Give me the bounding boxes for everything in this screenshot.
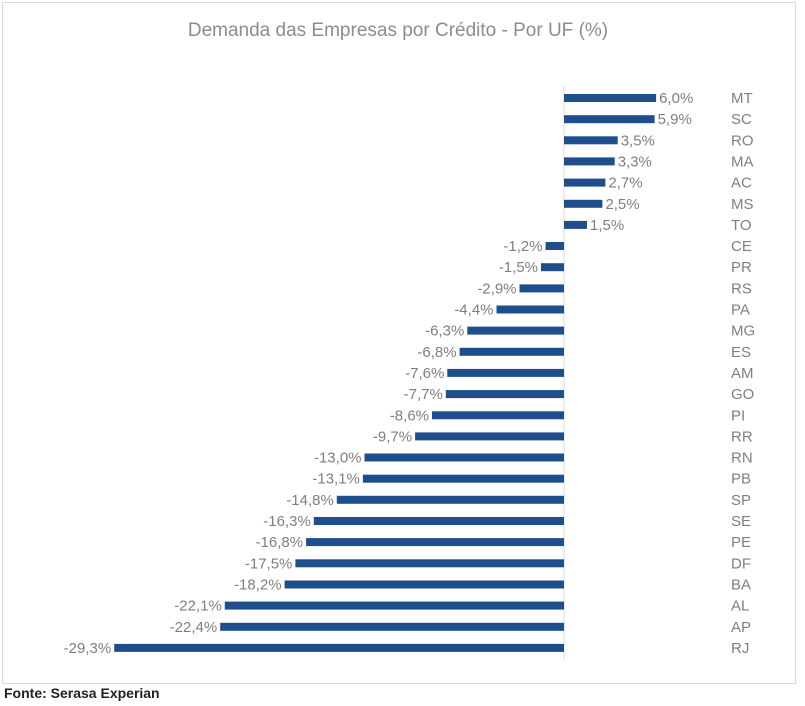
- category-label-ba: BA: [731, 577, 751, 594]
- category-label-se: SE: [731, 513, 751, 530]
- category-label-ap: AP: [731, 619, 751, 636]
- value-label-rn: -13,0%: [314, 450, 362, 467]
- bar-ap: [220, 622, 564, 631]
- bar-ma: [564, 157, 615, 166]
- value-label-ap: -22,4%: [170, 619, 218, 636]
- value-label-se: -16,3%: [263, 513, 311, 530]
- category-label-rn: RN: [731, 450, 753, 467]
- value-label-ma: 3,3%: [618, 153, 652, 170]
- value-label-rj: -29,3%: [64, 640, 112, 657]
- source-note: Fonte: Serasa Experian: [4, 685, 160, 701]
- category-label-pa: PA: [731, 302, 750, 319]
- category-label-ma: MA: [731, 153, 754, 170]
- category-label-pr: PR: [731, 259, 752, 276]
- bar-rn: [364, 453, 564, 462]
- value-label-al: -22,1%: [174, 598, 222, 615]
- category-label-es: ES: [731, 344, 751, 361]
- bar-pa: [496, 305, 564, 314]
- value-label-pr: -1,5%: [499, 259, 538, 276]
- value-label-am: -7,6%: [405, 365, 444, 382]
- value-label-mt: 6,0%: [659, 90, 693, 107]
- value-label-df: -17,5%: [245, 555, 293, 572]
- category-label-ro: RO: [731, 132, 754, 149]
- chart-title: Demanda das Empresas por Crédito - Por U…: [187, 20, 609, 41]
- value-label-ro: 3,5%: [621, 132, 655, 149]
- category-label-rj: RJ: [731, 640, 749, 657]
- value-label-pe: -16,8%: [256, 534, 304, 551]
- bar-rj: [114, 643, 564, 652]
- bar-es: [459, 347, 564, 356]
- category-label-to: TO: [731, 217, 752, 234]
- bar-to: [564, 220, 587, 229]
- value-label-to: 1,5%: [590, 217, 624, 234]
- bar-mg: [467, 326, 564, 335]
- bar-pi: [432, 411, 564, 420]
- value-label-mg: -6,3%: [425, 323, 464, 340]
- bar-rs: [519, 284, 564, 293]
- value-label-ba: -18,2%: [234, 577, 282, 594]
- value-label-rs: -2,9%: [477, 280, 516, 297]
- bar-pr: [541, 263, 564, 272]
- bar-df: [295, 559, 564, 568]
- bar-go: [445, 390, 564, 399]
- category-label-pi: PI: [731, 407, 745, 424]
- category-label-sc: SC: [731, 111, 752, 128]
- value-label-es: -6,8%: [417, 344, 456, 361]
- category-label-sp: SP: [731, 492, 751, 509]
- bar-mt: [564, 94, 657, 102]
- value-label-pa: -4,4%: [454, 302, 493, 319]
- value-label-rr: -9,7%: [373, 428, 412, 445]
- value-label-go: -7,7%: [404, 386, 443, 403]
- bar-sc: [564, 115, 655, 124]
- bar-rr: [415, 432, 564, 441]
- value-label-pi: -8,6%: [390, 407, 429, 424]
- category-label-go: GO: [731, 386, 754, 403]
- bar-pe: [306, 538, 564, 547]
- value-label-sc: 5,9%: [658, 111, 692, 128]
- bar-se: [313, 517, 564, 525]
- bar-ba: [284, 580, 564, 589]
- value-label-ac: 2,7%: [608, 175, 642, 192]
- bar-ro: [564, 136, 618, 145]
- bar-ms: [564, 199, 603, 208]
- category-label-df: DF: [731, 555, 751, 572]
- chart-frame: [2, 2, 796, 684]
- bar-al: [224, 601, 565, 610]
- bar-ac: [564, 178, 606, 187]
- value-label-pb: -13,1%: [312, 471, 360, 488]
- bar-chart: 6,0% MT 5,9% SC 3,5% RO 3,3% MA 2,7% AC 2,5% MS 1,5%…: [64, 86, 755, 660]
- bar-sp: [336, 495, 564, 504]
- bar-pb: [362, 474, 564, 483]
- bar-ce: [545, 242, 564, 250]
- category-label-mt: MT: [731, 90, 753, 107]
- value-label-ms: 2,5%: [605, 196, 639, 213]
- category-label-ce: CE: [731, 238, 752, 255]
- category-label-al: AL: [731, 598, 749, 615]
- category-label-pb: PB: [731, 471, 751, 488]
- category-label-rs: RS: [731, 280, 752, 297]
- category-label-rr: RR: [731, 428, 753, 445]
- value-label-sp: -14,8%: [286, 492, 334, 509]
- value-label-ce: -1,2%: [503, 238, 542, 255]
- category-label-am: AM: [731, 365, 754, 382]
- category-label-ms: MS: [731, 196, 754, 213]
- category-label-mg: MG: [731, 323, 755, 340]
- category-label-pe: PE: [731, 534, 751, 551]
- bar-am: [447, 368, 564, 377]
- category-label-ac: AC: [731, 175, 752, 192]
